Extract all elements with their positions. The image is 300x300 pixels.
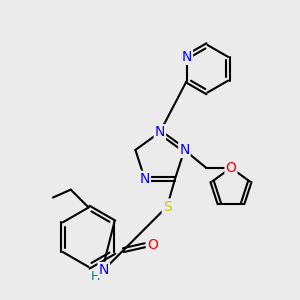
Text: N: N xyxy=(140,172,150,186)
Text: S: S xyxy=(163,200,172,214)
Text: N: N xyxy=(182,50,192,64)
Text: O: O xyxy=(147,238,158,252)
Text: O: O xyxy=(226,161,236,175)
Text: N: N xyxy=(98,263,109,277)
Text: H: H xyxy=(91,270,101,283)
Text: N: N xyxy=(179,143,190,157)
Text: N: N xyxy=(155,125,165,139)
